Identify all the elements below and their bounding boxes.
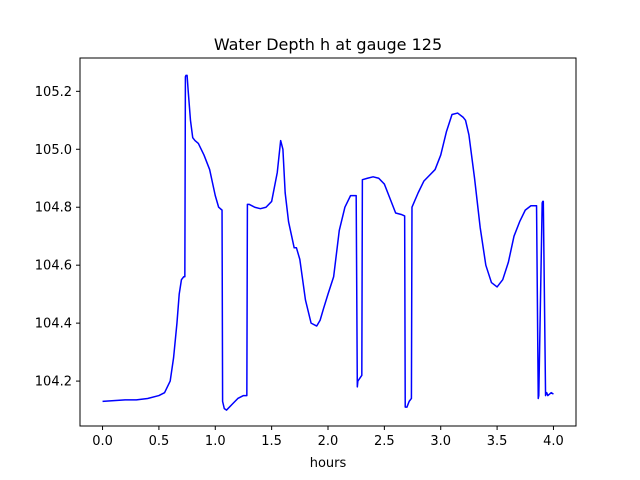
x-tick-label: 1.5 — [261, 434, 282, 449]
y-tick-label: 104.2 — [35, 375, 72, 390]
y-tick-label: 105.0 — [35, 143, 72, 158]
y-tick-label: 104.6 — [35, 259, 72, 274]
water-depth-line — [102, 74, 554, 411]
x-axis: 0.0 0.5 1.0 1.5 2.0 2.5 3.0 3.5 4.0 — [92, 426, 564, 449]
x-tick-label: 2.5 — [374, 434, 395, 449]
plot-frame — [79, 57, 577, 427]
y-axis: 104.2 104.4 104.6 104.8 105.0 105.2 — [35, 85, 80, 390]
x-tick-label: 3.5 — [487, 434, 508, 449]
x-tick-label: 2.0 — [318, 434, 339, 449]
x-tick-label: 0.0 — [92, 434, 113, 449]
y-tick-label: 105.2 — [35, 85, 72, 100]
y-tick-label: 104.4 — [35, 317, 72, 332]
series-layer — [102, 74, 554, 411]
x-tick-label: 1.0 — [205, 434, 226, 449]
x-tick-label: 4.0 — [543, 434, 564, 449]
x-tick-label: 0.5 — [149, 434, 170, 449]
x-axis-label: hours — [310, 456, 347, 471]
chart-title: Water Depth h at gauge 125 — [214, 35, 442, 54]
y-tick-label: 104.8 — [35, 201, 72, 216]
x-tick-label: 3.0 — [430, 434, 451, 449]
